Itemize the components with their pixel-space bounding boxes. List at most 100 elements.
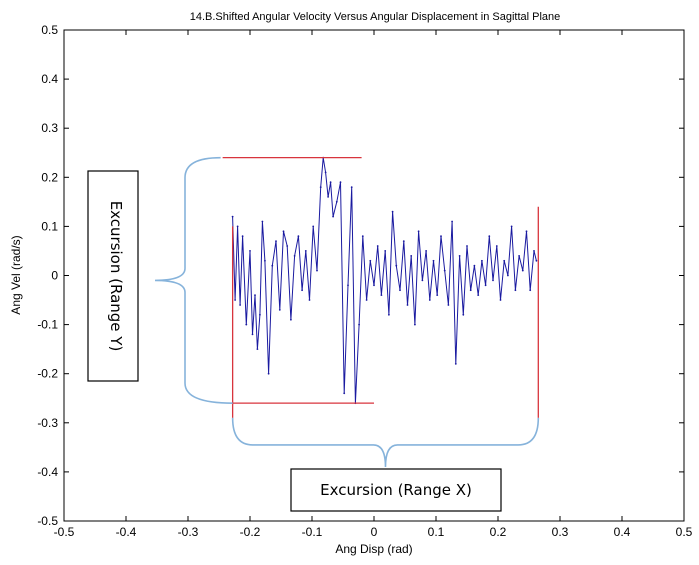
data-point — [335, 200, 338, 203]
y-tick-label: -0.5 — [37, 514, 58, 528]
data-point — [466, 245, 468, 247]
y-tick-label: 0.1 — [41, 219, 58, 233]
data-point — [234, 299, 237, 301]
data-point — [239, 304, 242, 306]
data-point — [267, 372, 270, 375]
data-point — [308, 299, 311, 301]
data-point — [329, 181, 332, 184]
data-point — [290, 318, 292, 321]
data-point — [443, 269, 446, 272]
data-point — [365, 299, 368, 301]
data-point — [436, 294, 439, 296]
data-point — [507, 274, 509, 277]
range-y-brace — [154, 156, 233, 404]
data-point — [339, 181, 342, 184]
data-point — [440, 235, 442, 238]
data-point — [495, 245, 498, 247]
data-point — [380, 294, 383, 296]
data-point — [388, 313, 390, 316]
data-point — [350, 186, 353, 189]
data-point — [369, 259, 372, 262]
data-point — [503, 259, 506, 262]
data-point — [484, 284, 487, 287]
data-point — [332, 215, 334, 218]
y-tick-label: -0.3 — [37, 416, 58, 430]
data-point — [254, 294, 256, 296]
data-point — [492, 279, 494, 282]
data-point — [316, 269, 318, 272]
range-y-callout-box — [87, 170, 139, 382]
data-point — [251, 333, 254, 336]
data-point — [373, 284, 375, 287]
data-point — [261, 220, 264, 223]
data-point — [406, 304, 409, 306]
y-axis-label: Ang Vel (rad/s) — [9, 235, 23, 314]
data-point — [514, 289, 517, 292]
data-point — [312, 225, 315, 228]
data-point — [395, 264, 398, 267]
series-line — [232, 157, 537, 404]
data-point — [245, 323, 248, 326]
data-point — [271, 264, 274, 267]
data-point — [518, 255, 520, 257]
data-point — [264, 259, 266, 262]
data-point — [481, 259, 483, 262]
x-tick-label: 0 — [371, 525, 378, 539]
y-tick-label: -0.1 — [37, 318, 58, 332]
data-point — [319, 186, 322, 189]
chart-title: 14.B.Shifted Angular Velocity Versus Ang… — [190, 11, 561, 23]
x-tick-label: 0.2 — [490, 525, 507, 539]
data-point — [293, 255, 296, 257]
data-point — [259, 313, 261, 316]
data-point — [297, 235, 300, 238]
x-tick-label: -0.2 — [240, 525, 261, 539]
tick-label-group: -0.5 -0.4 -0.3 -0.2 -0.1 0 0.1 0.2 0.3 0.4 0.5 -0.5… — [37, 23, 692, 539]
data-point — [347, 284, 349, 287]
x-tick-label: 0.4 — [614, 525, 631, 539]
data-point — [529, 289, 532, 292]
data-point — [447, 304, 450, 306]
data-point — [414, 323, 416, 326]
data-point — [417, 230, 420, 233]
y-tick-label: -0.4 — [37, 465, 58, 479]
data-point — [343, 392, 346, 395]
data-point — [278, 309, 281, 311]
x-tick-label: -0.3 — [178, 525, 199, 539]
data-point — [399, 289, 401, 292]
data-point — [421, 279, 424, 282]
data-point — [510, 225, 513, 228]
y-tick-label: 0 — [51, 269, 58, 283]
data-point — [533, 250, 535, 252]
data-point — [304, 250, 307, 252]
x-tick-label: -0.4 — [116, 525, 137, 539]
y-tick-label: 0.2 — [41, 170, 58, 184]
data-point — [410, 255, 413, 257]
data-point — [428, 299, 431, 301]
data-point — [236, 225, 239, 228]
data-point — [473, 264, 476, 267]
data-point — [454, 363, 457, 365]
data-point — [521, 269, 524, 272]
y-tick-label: -0.2 — [37, 367, 58, 381]
plot-area — [63, 29, 685, 522]
range-y-callout-label: Excursion (Range Y) — [107, 201, 125, 352]
y-tick-label: 0.5 — [41, 23, 58, 37]
range-x-callout-box — [290, 468, 502, 512]
data-point — [376, 245, 379, 247]
data-point — [499, 299, 502, 301]
y-tick-label: 0.3 — [41, 121, 58, 135]
data-point — [301, 289, 303, 292]
data-point — [451, 220, 453, 223]
range-x-brace — [231, 417, 540, 467]
series-points — [231, 156, 538, 405]
data-point — [324, 171, 327, 174]
data-point — [488, 235, 491, 238]
data-point — [256, 348, 259, 350]
data-point — [361, 235, 364, 238]
data-point — [402, 240, 405, 243]
data-point — [458, 255, 461, 257]
data-point — [535, 259, 538, 262]
x-tick-label: 0.3 — [552, 525, 569, 539]
data-point — [525, 230, 528, 233]
